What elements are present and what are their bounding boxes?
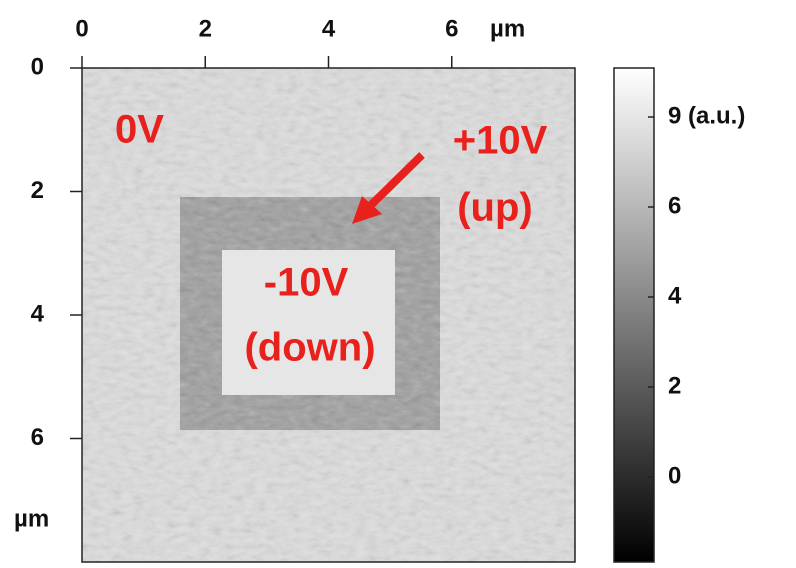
annotation: -10V	[264, 261, 349, 305]
y-tick-label: 0	[31, 53, 44, 80]
x-axis-label: µm	[490, 15, 525, 42]
y-tick-label: 2	[31, 177, 44, 204]
colorbar	[613, 67, 655, 563]
colorbar-tick-label: 4	[668, 282, 682, 309]
annotation: +10V	[453, 119, 548, 163]
annotation: (down)	[244, 326, 375, 370]
annotation: 0V	[115, 108, 164, 152]
x-tick-label: 4	[322, 15, 336, 42]
y-tick-label: 4	[31, 300, 45, 327]
colorbar-tick-label: 2	[668, 372, 681, 399]
colorbar-tick-label: 6	[668, 192, 681, 219]
colorbar-tick-label: 0	[668, 462, 681, 489]
annotation: (up)	[457, 186, 533, 230]
y-tick-label: 6	[31, 424, 44, 451]
colorbar-tick-label: 9 (a.u.)	[668, 102, 745, 129]
annotation-arrow	[352, 152, 425, 224]
x-tick-label: 6	[445, 15, 458, 42]
y-axis-label: µm	[14, 505, 49, 532]
x-tick-label: 0	[75, 15, 88, 42]
x-tick-label: 2	[199, 15, 212, 42]
